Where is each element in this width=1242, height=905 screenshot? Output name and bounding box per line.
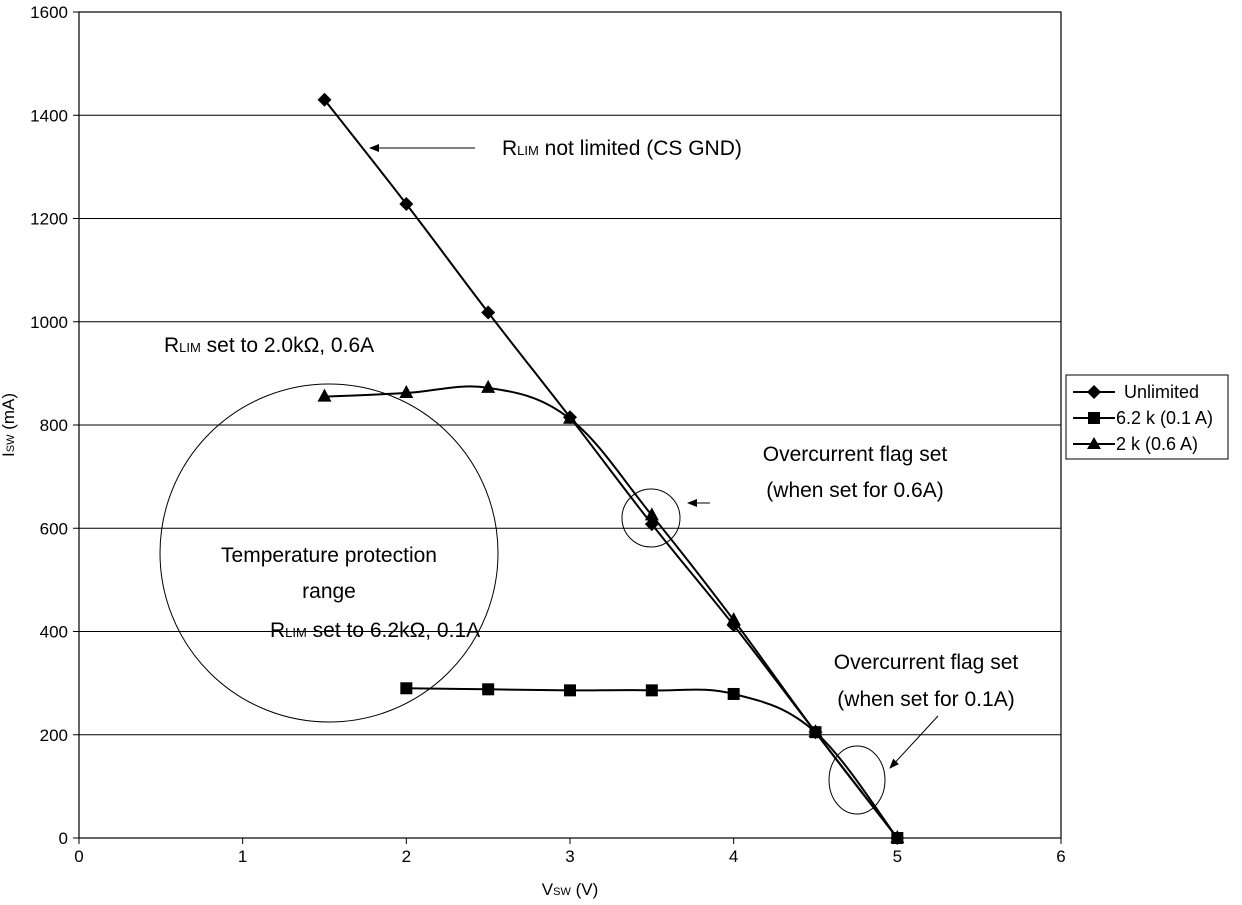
y-axis: 0 200 400 600 800 1000 1200 1400 1600 (30, 3, 79, 848)
annotation-temperature-line1: Temperature protection (221, 544, 437, 567)
series-6k (400, 682, 904, 844)
y-tick-label: 400 (40, 623, 68, 642)
y-tick-label: 200 (40, 726, 68, 745)
annotation-set-2k: RLIM set to 2.0kΩ, 0.6A (164, 334, 374, 357)
legend-square-icon (1088, 412, 1100, 424)
annotation-not-limited: RLIM not limited (CS GND) (502, 137, 742, 160)
y-tick-label: 600 (40, 519, 68, 538)
data-point-diamond (399, 197, 414, 212)
annotation-overcurrent-06-line2: (when set for 0.6A) (766, 479, 943, 502)
gridlines (79, 114, 1061, 736)
annotation-set-6k: RLIM set to 6.2kΩ, 0.1A (270, 619, 480, 642)
legend-label-2k: 2 k (0.6 A) (1116, 434, 1198, 454)
legend-item-2k: 2 k (0.6 A) (1073, 434, 1198, 454)
annotation-temperature-line2: range (302, 580, 356, 603)
data-point-square (564, 684, 576, 697)
y-tick-label: 1200 (30, 210, 68, 229)
x-tick-label: 0 (74, 847, 83, 866)
x-tick-label: 1 (238, 847, 247, 866)
legend-label-6k: 6.2 k (0.1 A) (1116, 408, 1213, 428)
annotation-overcurrent-01-line2: (when set for 0.1A) (837, 688, 1014, 711)
data-point-triangle (808, 724, 823, 738)
y-tick-label: 800 (40, 416, 68, 435)
data-point-square (400, 682, 413, 695)
data-point-triangle (481, 379, 496, 393)
y-axis-title: ISW (mA) (0, 393, 18, 457)
legend-label-unlimited: Unlimited (1124, 382, 1199, 402)
y-tick-label: 1000 (30, 313, 68, 332)
data-point-triangle (563, 410, 577, 424)
data-point-triangle (317, 388, 332, 402)
data-point-triangle (890, 830, 905, 843)
y-tick-label: 1400 (30, 106, 68, 125)
series-layer (317, 92, 905, 845)
annotation-overcurrent-01-line1: Overcurrent flag set (834, 651, 1019, 674)
x-tick-label: 6 (1056, 847, 1065, 866)
annotation-overcurrent-06-line1: Overcurrent flag set (763, 443, 948, 466)
x-tick-label: 2 (402, 847, 411, 866)
data-point-triangle (399, 384, 414, 398)
legend: Unlimited 6.2 k (0.1 A) 2 k (0.6 A) (1065, 374, 1229, 460)
series-2k (317, 379, 905, 843)
data-point-diamond (481, 305, 496, 320)
series-line-6k (406, 687, 899, 839)
x-axis: 0 1 2 3 4 5 6 (74, 838, 1066, 866)
data-point-square (727, 687, 740, 700)
x-tick-label: 5 (893, 847, 902, 866)
overcurrent-06-circle (621, 488, 681, 548)
overcurrent-01-circle (828, 745, 886, 815)
data-point-triangle (644, 507, 659, 521)
temperature-range-circle (159, 383, 499, 723)
data-point-square (645, 684, 658, 697)
data-point-square (482, 683, 495, 696)
legend-item-unlimited: Unlimited (1073, 382, 1199, 402)
y-tick-label: 0 (59, 829, 68, 848)
x-tick-label: 3 (565, 847, 574, 866)
legend-triangle-icon (1087, 437, 1101, 449)
x-axis-title: VSW (V) (542, 880, 598, 899)
overcurrent-01-arrow (889, 715, 939, 769)
y-tick-label: 1600 (30, 3, 68, 22)
data-point-diamond (317, 92, 332, 107)
x-tick-label: 4 (729, 847, 738, 866)
data-point-triangle (726, 612, 741, 626)
legend-item-6k: 6.2 k (0.1 A) (1073, 408, 1213, 428)
legend-diamond-icon (1087, 385, 1101, 399)
